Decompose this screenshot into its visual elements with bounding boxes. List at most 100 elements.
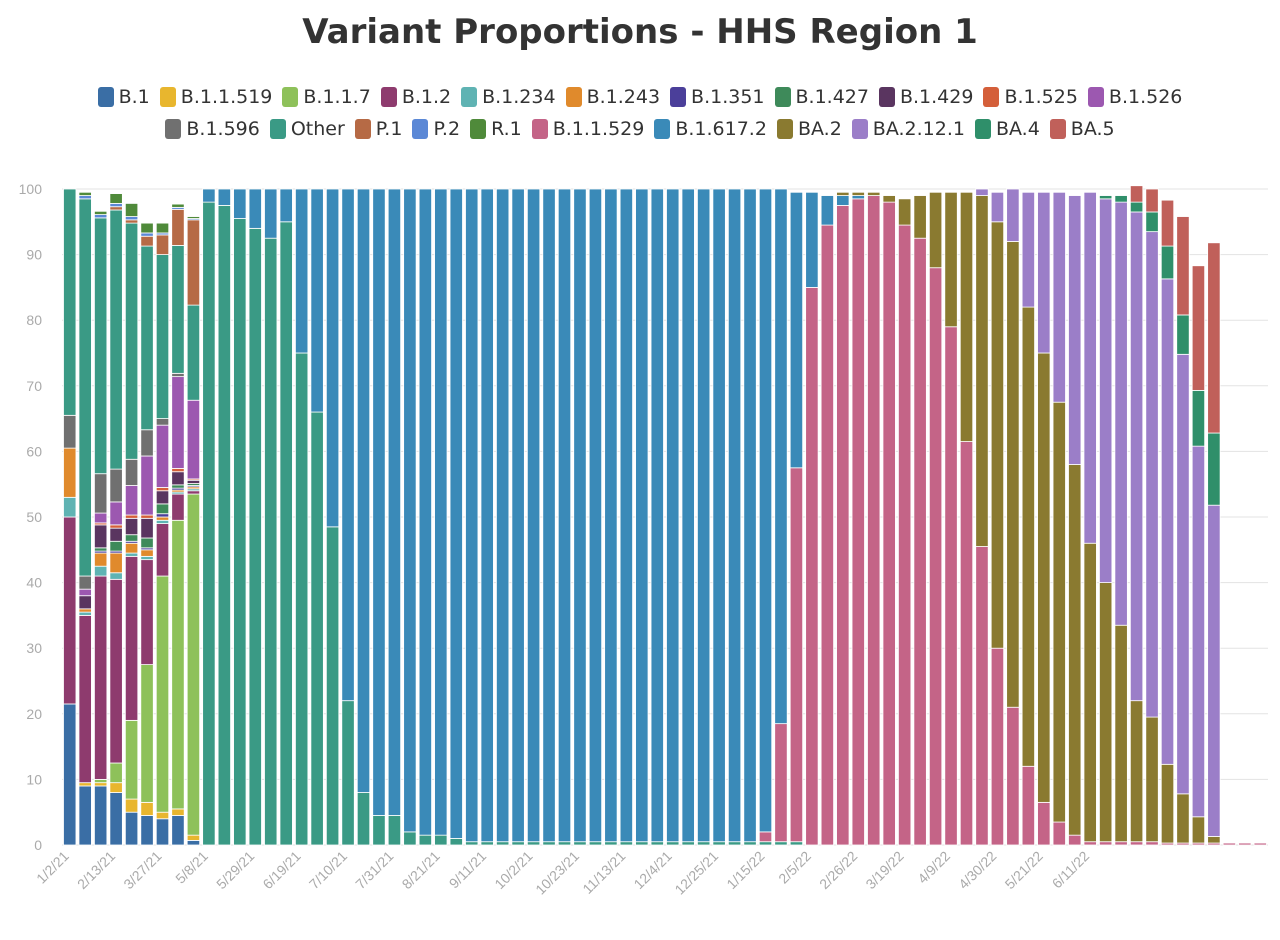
legend-item[interactable]: B.1.1.529 <box>531 118 644 140</box>
bar-segment <box>63 496 77 518</box>
bar-stack <box>325 188 340 846</box>
bar-segment <box>1021 765 1035 846</box>
bar-stack <box>434 188 448 846</box>
bar-segment <box>1006 241 1020 708</box>
bar-segment <box>743 841 757 846</box>
bar-segment <box>1207 504 1221 837</box>
bar-segment <box>186 216 201 219</box>
bar-stack <box>295 188 309 846</box>
legend-item[interactable]: B.1.234 <box>461 86 556 108</box>
legend-label: B.1.596 <box>186 118 260 140</box>
y-tick-label: 100 <box>19 181 43 197</box>
legend-swatch <box>531 119 548 139</box>
bar-segment <box>155 490 170 505</box>
legend-item[interactable]: B.1.596 <box>165 118 260 140</box>
bar-stack <box>356 188 371 846</box>
legend-item[interactable]: P.2 <box>412 118 460 140</box>
bar-segment <box>94 524 108 549</box>
bar-segment <box>94 575 108 780</box>
bar-segment <box>758 841 773 846</box>
legend-label: B.1.351 <box>691 86 765 108</box>
bar-segment <box>140 664 154 803</box>
bar-stack <box>758 188 773 846</box>
legend-item[interactable]: B.1 <box>97 86 150 108</box>
bar-segment <box>635 841 649 846</box>
bar-segment <box>94 473 108 514</box>
bar-segment <box>94 210 108 215</box>
legend-item[interactable]: R.1 <box>470 118 522 140</box>
bar-segment <box>990 191 1005 223</box>
y-tick-label: 90 <box>26 247 42 263</box>
legend-item[interactable]: B.1.1.519 <box>159 86 272 108</box>
bar-segment <box>1207 242 1221 434</box>
legend-item[interactable]: B.1.243 <box>565 86 660 108</box>
bar-segment <box>557 841 572 846</box>
legend-item[interactable]: P.1 <box>354 118 402 140</box>
y-tick-label: 70 <box>26 378 42 394</box>
legend-item[interactable]: B.1.1.7 <box>282 86 371 108</box>
bar-stack <box>867 191 881 846</box>
x-tick-label: 2/5/22 <box>775 848 814 887</box>
bar-segment <box>171 208 185 246</box>
bar-segment <box>1176 793 1190 844</box>
bar-segment <box>78 191 92 196</box>
bar-segment <box>186 479 201 484</box>
legend-item[interactable]: B.1.617.2 <box>654 118 767 140</box>
bar-stack <box>248 188 262 846</box>
bar-segment <box>109 792 123 846</box>
bar-segment <box>867 195 881 846</box>
legend-item[interactable]: B.1.429 <box>878 86 973 108</box>
bar-segment <box>124 555 139 721</box>
bar-stack <box>1021 191 1035 846</box>
legend-item[interactable]: B.1.351 <box>670 86 765 108</box>
bar-segment <box>155 487 170 492</box>
bar-segment <box>588 188 603 843</box>
bar-segment <box>78 595 92 610</box>
legend-label: B.1.1.7 <box>303 86 371 108</box>
legend-item[interactable]: B.1.427 <box>774 86 869 108</box>
bar-stack <box>1006 188 1020 846</box>
bar-segment <box>186 490 201 495</box>
y-tick-label: 0 <box>34 837 42 853</box>
bar-segment <box>1145 188 1159 213</box>
bar-segment <box>1099 195 1113 200</box>
legend-row: B.1 B.1.1.519 B.1.1.7 B.1.2 B.1.234 B.1.243 B.… <box>40 86 1240 108</box>
legend-item[interactable]: BA.5 <box>1049 118 1115 140</box>
bar-stack <box>1207 242 1221 846</box>
bar-segment <box>78 588 92 597</box>
bar-segment <box>789 467 804 843</box>
bar-segment <box>109 501 123 526</box>
bar-segment <box>1099 841 1113 846</box>
bar-stack <box>1222 842 1236 846</box>
bar-segment <box>217 188 231 206</box>
legend-item[interactable]: B.1.2 <box>380 86 451 108</box>
bar-segment <box>1253 842 1267 846</box>
bar-segment <box>1176 353 1190 795</box>
x-tick-label: 1/2/21 <box>33 848 72 887</box>
bar-stack <box>836 191 850 846</box>
bar-segment <box>124 517 139 536</box>
bar-segment <box>140 537 154 549</box>
legend-swatch <box>654 119 671 139</box>
legend-swatch <box>461 87 478 107</box>
bar-segment <box>124 222 139 460</box>
bar-segment <box>155 523 170 577</box>
bar-segment <box>372 188 386 816</box>
bar-segment <box>186 840 201 846</box>
legend-item[interactable]: B.1.525 <box>983 86 1078 108</box>
bar-segment <box>666 841 680 846</box>
legend-item[interactable]: BA.2 <box>776 118 842 140</box>
bar-segment <box>542 841 556 846</box>
legend-item[interactable]: BA.4 <box>974 118 1040 140</box>
bar-stack <box>372 188 386 846</box>
legend-item[interactable]: Other <box>269 118 345 140</box>
legend-item[interactable]: BA.2.12.1 <box>851 118 965 140</box>
legend-item[interactable]: B.1.526 <box>1087 86 1182 108</box>
legend-label: B.1.234 <box>482 86 556 108</box>
bar-segment <box>1021 191 1035 308</box>
bar-segment <box>248 227 262 846</box>
bar-segment <box>1052 821 1066 846</box>
bar-segment <box>434 188 448 836</box>
bar-segment <box>1238 842 1252 846</box>
bar-segment <box>1021 306 1035 767</box>
